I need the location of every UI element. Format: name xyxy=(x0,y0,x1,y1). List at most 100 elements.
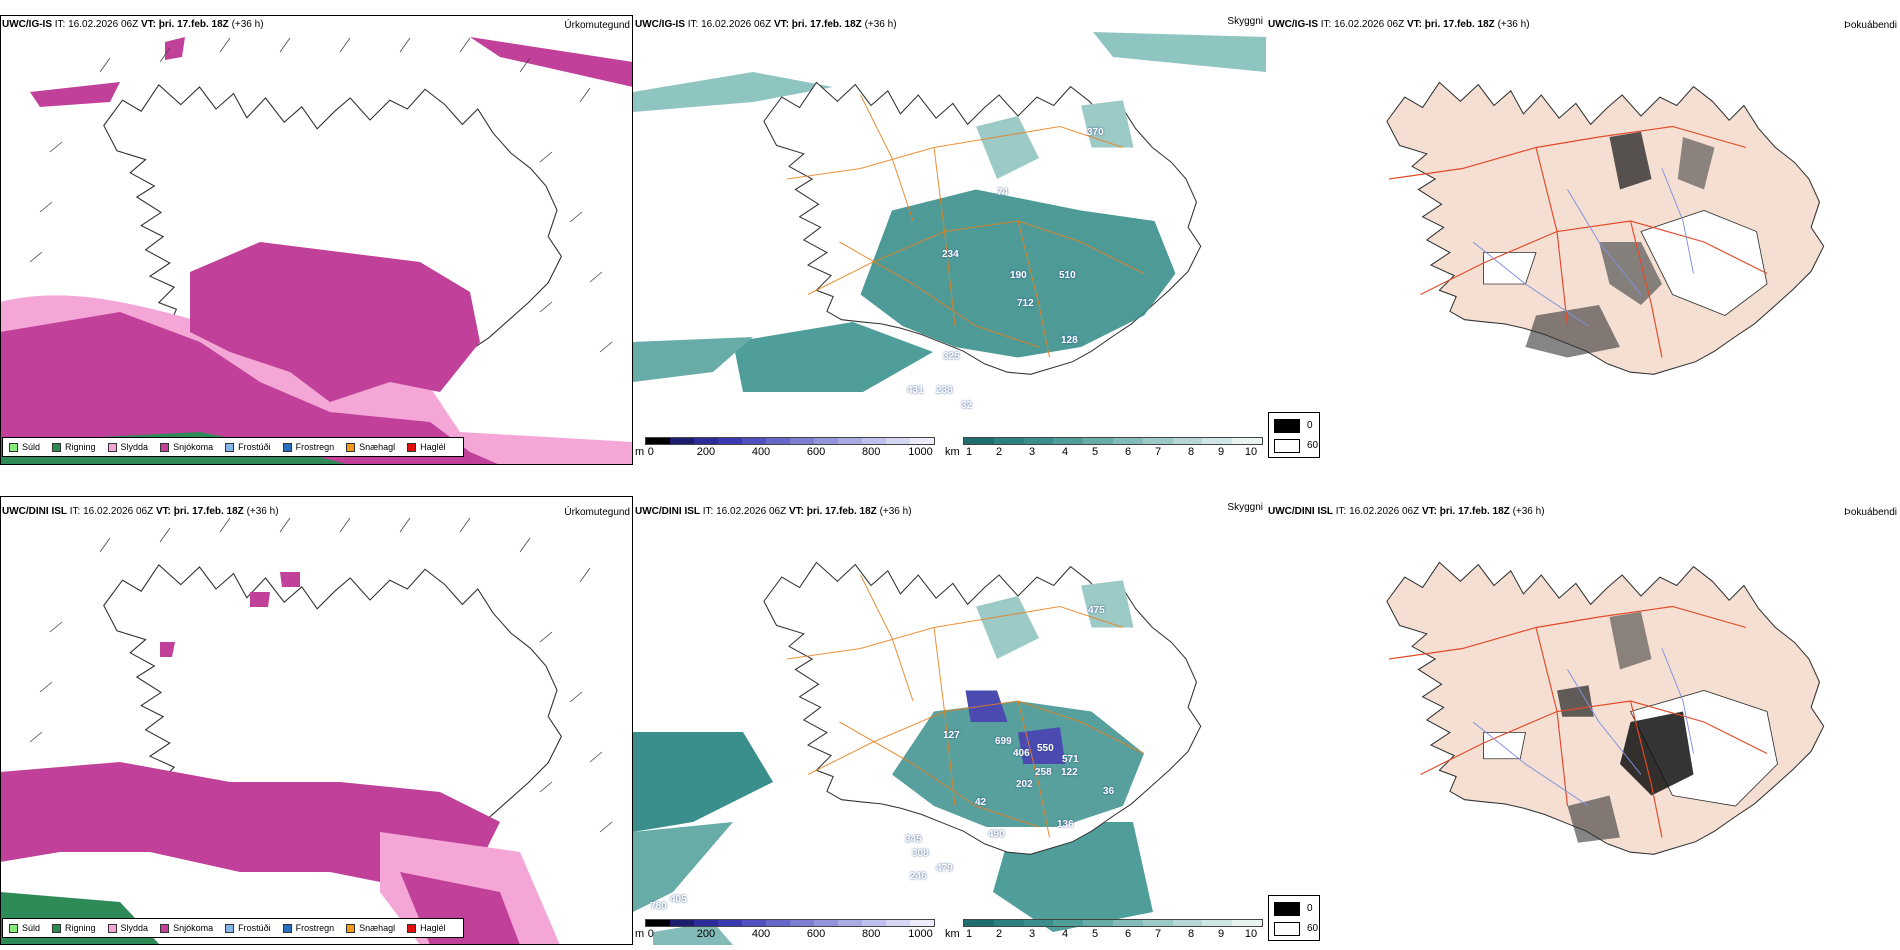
legend-item-snaehagl: Snæhagl xyxy=(346,923,395,933)
model-name: UWC/IG-IS xyxy=(635,19,685,30)
cloudbase-value: 122 xyxy=(1061,767,1078,778)
fog-map-row2 xyxy=(1266,492,1900,945)
fog-title-row1: Þokuábendi xyxy=(1844,20,1897,31)
cloudbase-colorbar-row2: 0 200 400 600 800 1000 xyxy=(645,919,935,941)
lead-time: (+36 h) xyxy=(246,506,279,517)
cloud-map-row1 xyxy=(633,12,1266,465)
cloud-panel-row2: UWC/DINI ISL IT: 16.02.2026 06Z VT: þri.… xyxy=(633,492,1266,945)
visibility-colorbar-row1: 1 2 3 4 5 6 7 8 9 10 xyxy=(963,437,1263,459)
vt-value: þri. 17.feb. 18Z xyxy=(173,506,244,517)
model-name: UWC/IG-IS xyxy=(1268,19,1318,30)
cloudbase-value: 74 xyxy=(997,187,1009,198)
legend-item-slydda: Slydda xyxy=(107,442,148,452)
fog-title-row2: Þokuábendi xyxy=(1844,507,1897,518)
cloudbase-colorbar-row1: 0 200 400 600 800 1000 xyxy=(645,437,935,459)
cloudbase-value: 190 xyxy=(1010,270,1027,281)
fog-header-row1: UWC/IG-IS IT: 16.02.2026 06Z VT: þri. 17… xyxy=(1268,19,1530,31)
legend-item-frostudi: Frostúði xyxy=(225,442,271,452)
precip-frame-row1 xyxy=(0,15,633,465)
cloudbase-value: 780 xyxy=(650,901,667,912)
lead-time: (+36 h) xyxy=(1497,19,1530,30)
legend-swatch xyxy=(9,923,18,933)
cloudbase-value: 136 xyxy=(1057,819,1074,830)
precip-panel-row1: UWC/IG-IS IT: 16.02.2026 06Z VT: þri. 17… xyxy=(0,12,633,465)
it-value: 16.02.2026 06Z xyxy=(701,19,772,30)
legend-item-snjokoma: Snjókoma xyxy=(160,923,213,933)
legend-item-rigning: Rigning xyxy=(52,442,96,452)
model-name: UWC/IG-IS xyxy=(2,19,52,30)
it-label: IT: xyxy=(1320,19,1332,30)
cloudbase-value: 258 xyxy=(1035,767,1052,778)
cloudbase-value: 42 xyxy=(975,797,987,808)
cloudbase-value: 127 xyxy=(943,730,960,741)
fog-legend-black-swatch xyxy=(1274,419,1300,433)
it-value: 16.02.2026 06Z xyxy=(83,506,154,517)
legend-swatch xyxy=(9,442,18,452)
legend-item-frostregn: Frostregn xyxy=(282,442,334,452)
cloud-title-row1: Skyggni xyxy=(1227,16,1263,27)
cloudbase-value: 202 xyxy=(1016,779,1033,790)
legend-item-haglel: Haglél xyxy=(407,442,446,452)
precip-legend-row1: Súld Rigning Slydda Snjókoma Frostúði Fr… xyxy=(2,437,464,457)
cloudbase-value: 36 xyxy=(1103,786,1115,797)
precip-legend-row2: Súld Rigning Slydda Snjókoma Frostúði Fr… xyxy=(2,918,464,938)
cloudbase-value: 234 xyxy=(942,249,959,260)
vt-value: þri. 17.feb. 18Z xyxy=(1424,19,1495,30)
vt-label: VT: xyxy=(1421,506,1437,517)
legend-swatch xyxy=(160,442,170,452)
legend-item-haglel: Haglél xyxy=(407,923,446,933)
cloudbase-value: 238 xyxy=(936,385,953,396)
legend-item-snjokoma: Snjókoma xyxy=(160,442,213,452)
cloudbase-unit: m xyxy=(635,928,645,940)
cloud-panel-row1: UWC/IG-IS IT: 16.02.2026 06Z VT: þri. 17… xyxy=(633,12,1266,465)
vt-value: þri. 17.feb. 18Z xyxy=(158,19,229,30)
cloud-header-row1: UWC/IG-IS IT: 16.02.2026 06Z VT: þri. 17… xyxy=(635,19,897,31)
visibility-colorbar-row2: 1 2 3 4 5 6 7 8 9 10 xyxy=(963,919,1263,941)
cloudbase-value: 405 xyxy=(670,894,687,905)
legend-item-snaehagl: Snæhagl xyxy=(346,442,395,452)
cloudbase-value: 128 xyxy=(1061,335,1078,346)
vt-value: þri. 17.feb. 18Z xyxy=(791,19,862,30)
legend-swatch xyxy=(52,442,62,452)
legend-swatch xyxy=(160,923,170,933)
legend-swatch xyxy=(282,442,292,452)
legend-swatch xyxy=(282,923,292,933)
it-label: IT: xyxy=(702,506,714,517)
legend-swatch xyxy=(225,923,235,933)
cloudbase-unit: m xyxy=(635,446,645,458)
fog-panel-row1: UWC/IG-IS IT: 16.02.2026 06Z VT: þri. 17… xyxy=(1266,12,1900,465)
fog-panel-row2: UWC/DINI ISL IT: 16.02.2026 06Z VT: þri.… xyxy=(1266,492,1900,945)
legend-item-sudl: Súld xyxy=(9,923,40,933)
lead-time: (+36 h) xyxy=(1512,506,1545,517)
vt-label: VT: xyxy=(140,19,156,30)
vt-label: VT: xyxy=(773,19,789,30)
vt-label: VT: xyxy=(788,506,804,517)
it-value: 16.02.2026 06Z xyxy=(1349,506,1420,517)
it-label: IT: xyxy=(1335,506,1347,517)
precip-frame-row2 xyxy=(0,496,633,945)
vt-label: VT: xyxy=(155,506,171,517)
legend-item-sudl: Súld xyxy=(9,442,40,452)
legend-item-slydda: Slydda xyxy=(107,923,148,933)
cloudbase-value: 479 xyxy=(936,863,953,874)
fog-header-row2: UWC/DINI ISL IT: 16.02.2026 06Z VT: þri.… xyxy=(1268,506,1545,518)
precip-header-row2: UWC/DINI ISL IT: 16.02.2026 06Z VT: þri.… xyxy=(2,506,279,518)
cloudbase-value: 345 xyxy=(905,834,922,845)
cloudbase-value: 571 xyxy=(1062,754,1079,765)
visibility-unit: km xyxy=(945,446,960,458)
vt-value: þri. 17.feb. 18Z xyxy=(1439,506,1510,517)
fog-legend-black-swatch xyxy=(1274,902,1300,916)
cloudbase-value: 475 xyxy=(1088,605,1105,616)
precip-map-row1 xyxy=(0,12,633,465)
it-label: IT: xyxy=(69,506,81,517)
legend-swatch xyxy=(346,923,356,933)
legend-swatch xyxy=(107,442,117,452)
precip-panel-row2: UWC/DINI ISL IT: 16.02.2026 06Z VT: þri.… xyxy=(0,492,633,945)
cloudbase-value: 550 xyxy=(1037,743,1054,754)
cloudbase-value: 510 xyxy=(1059,270,1076,281)
cloudbase-value: 370 xyxy=(1087,127,1104,138)
cloudbase-value: 712 xyxy=(1017,298,1034,309)
legend-swatch xyxy=(407,923,417,933)
vt-value: þri. 17.feb. 18Z xyxy=(806,506,877,517)
cloudbase-value: 308 xyxy=(912,848,929,859)
